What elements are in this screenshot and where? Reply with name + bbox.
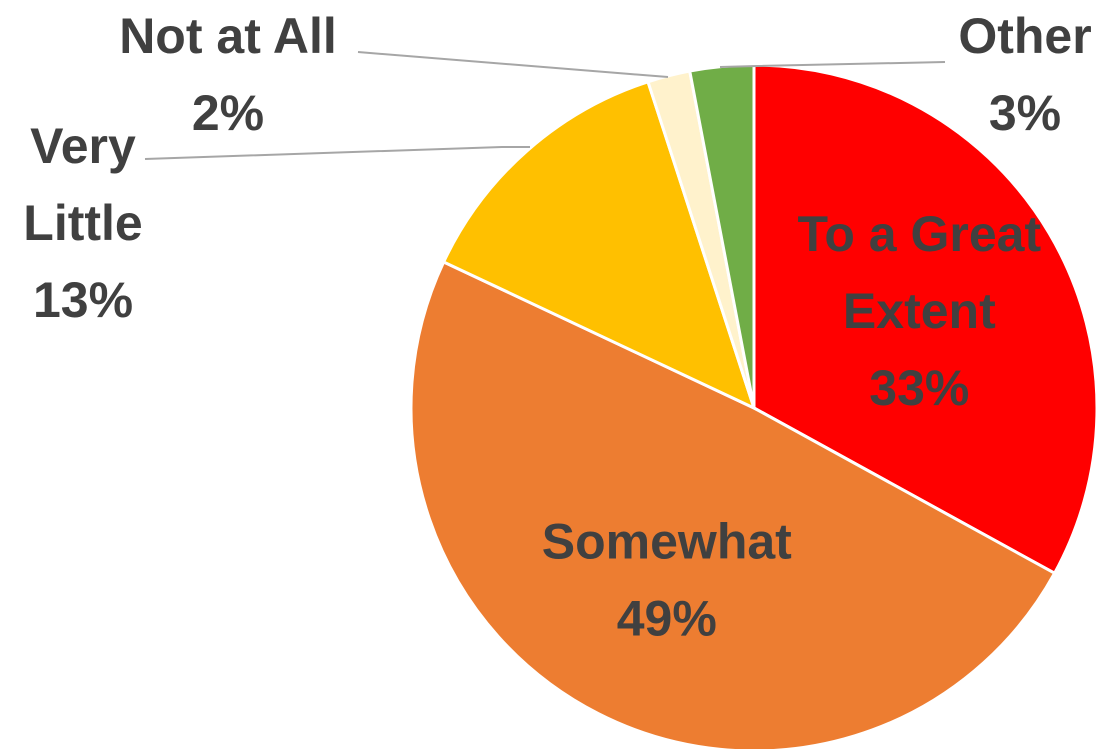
slice-somewhat (409, 259, 1057, 749)
data-label-line: 33% (869, 360, 969, 416)
data-label-line: Little (23, 195, 142, 251)
data-label-line: 3% (989, 85, 1061, 141)
slice-to-a-great-extent (752, 63, 1099, 576)
data-label-other: Other 3% (958, 8, 1091, 141)
data-label-line: To a Great (798, 206, 1042, 262)
data-label-very-little: Very Little 13% (23, 118, 142, 328)
data-label-to-a-great-extent: To a Great Extent 33% (798, 206, 1042, 416)
leader-line-other (719, 61, 946, 68)
data-label-line: 49% (617, 591, 717, 647)
slice-very-little (441, 79, 757, 411)
leader-line-not-at-all (357, 51, 669, 78)
data-label-line: Somewhat (542, 514, 792, 570)
data-label-line: Not at All (119, 8, 337, 64)
data-label-somewhat: Somewhat 49% (542, 514, 792, 647)
data-labels: To a Great Extent 33% Somewhat 49% Very Little… (23, 8, 1091, 647)
data-label-line: Very (30, 118, 136, 174)
data-label-line: 2% (192, 85, 264, 141)
data-label-not-at-all: Not at All 2% (119, 8, 337, 141)
data-label-line: Extent (843, 283, 996, 339)
data-label-line: Other (958, 8, 1091, 64)
leader-lines (144, 51, 946, 160)
pie-slices (409, 63, 1099, 749)
leader-line-very-little (144, 146, 530, 160)
data-label-line: 13% (33, 272, 133, 328)
